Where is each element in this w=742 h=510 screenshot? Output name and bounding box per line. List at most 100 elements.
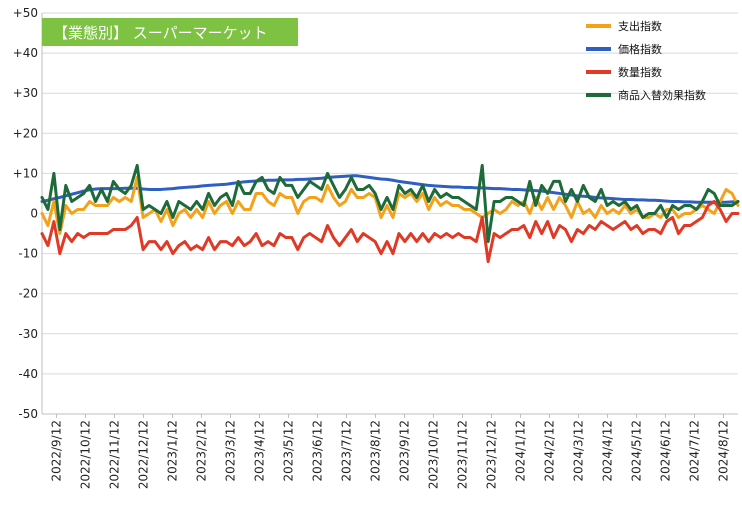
- data-point: [558, 196, 561, 199]
- data-point: [237, 180, 239, 183]
- data-point: [71, 193, 73, 195]
- data-point: [695, 201, 697, 203]
- data-point: [392, 216, 394, 219]
- data-point: [713, 200, 715, 203]
- data-point: [677, 216, 680, 219]
- data-point: [576, 228, 578, 231]
- y-tick-label: +30: [13, 86, 38, 100]
- data-point: [59, 196, 61, 199]
- series-line: [40, 175, 740, 236]
- data-point: [118, 188, 120, 191]
- data-point: [291, 236, 293, 239]
- data-point: [523, 224, 525, 227]
- x-tick-label: 2023/3/12: [224, 420, 238, 482]
- data-point: [439, 236, 442, 239]
- data-point: [142, 248, 144, 251]
- data-point: [386, 178, 388, 181]
- data-point: [154, 208, 156, 211]
- data-point: [648, 199, 650, 201]
- chart-title: 【業態別】 スーパーマーケット: [53, 24, 268, 42]
- data-point: [505, 232, 507, 235]
- data-point: [511, 228, 513, 231]
- data-point: [683, 212, 686, 215]
- data-point: [315, 178, 317, 180]
- data-point: [130, 184, 132, 187]
- data-point: [713, 212, 715, 215]
- data-point: [535, 196, 537, 199]
- data-point: [606, 224, 608, 227]
- data-point: [142, 208, 144, 211]
- data-point: [124, 187, 126, 189]
- data-point: [303, 200, 305, 203]
- data-point: [309, 232, 311, 235]
- data-point: [243, 244, 245, 247]
- data-point: [499, 236, 501, 239]
- data-point: [166, 240, 168, 243]
- data-point: [285, 196, 287, 199]
- data-point: [630, 208, 632, 211]
- data-point: [416, 196, 418, 199]
- data-point: [332, 196, 335, 199]
- data-point: [689, 201, 692, 203]
- data-point: [588, 208, 590, 211]
- data-point: [326, 172, 329, 174]
- data-point: [71, 212, 73, 215]
- series-line: [40, 163, 740, 244]
- data-point: [184, 208, 186, 211]
- data-point: [487, 261, 489, 263]
- data-point: [547, 220, 549, 223]
- y-tick-label: -30: [18, 327, 38, 341]
- data-point: [53, 172, 55, 174]
- data-point: [166, 188, 168, 190]
- data-point: [434, 232, 436, 235]
- data-point: [671, 216, 674, 219]
- data-point: [237, 236, 239, 239]
- data-point: [725, 220, 727, 223]
- data-point: [207, 200, 210, 203]
- data-point: [196, 200, 198, 203]
- data-point: [725, 204, 727, 207]
- data-point: [570, 188, 573, 191]
- data-point: [320, 240, 323, 243]
- data-point: [499, 188, 501, 190]
- data-point: [392, 179, 394, 181]
- data-point: [529, 236, 531, 239]
- data-point: [225, 192, 228, 195]
- data-point: [428, 208, 430, 211]
- data-point: [47, 244, 49, 247]
- data-point: [184, 204, 186, 207]
- data-point: [594, 216, 596, 219]
- data-point: [428, 200, 430, 203]
- data-point: [541, 184, 543, 187]
- data-point: [439, 185, 442, 187]
- data-point: [356, 175, 358, 177]
- data-point: [701, 216, 703, 219]
- data-point: [517, 200, 519, 203]
- legend-item: 価格指数: [586, 42, 662, 56]
- data-point: [713, 192, 715, 195]
- data-point: [410, 188, 412, 191]
- x-tick-label: 2024/1/12: [514, 420, 528, 482]
- data-point: [600, 204, 602, 207]
- data-point: [582, 184, 584, 187]
- data-point: [231, 204, 233, 207]
- data-point: [202, 248, 204, 251]
- data-point: [356, 196, 358, 199]
- data-point: [309, 180, 311, 183]
- data-point: [47, 224, 49, 227]
- data-point: [606, 197, 608, 199]
- data-point: [112, 196, 114, 199]
- data-point: [499, 212, 501, 215]
- data-point: [178, 187, 180, 189]
- y-tick-label: 0: [30, 207, 38, 221]
- x-tick-label: 2024/7/12: [688, 420, 702, 482]
- data-point: [261, 176, 263, 179]
- data-point: [445, 186, 448, 188]
- data-point: [618, 224, 620, 227]
- y-tick-label: -20: [18, 287, 38, 301]
- data-point: [434, 185, 436, 187]
- data-point: [612, 200, 614, 203]
- data-point: [624, 204, 626, 207]
- data-point: [588, 224, 590, 227]
- data-point: [106, 188, 109, 190]
